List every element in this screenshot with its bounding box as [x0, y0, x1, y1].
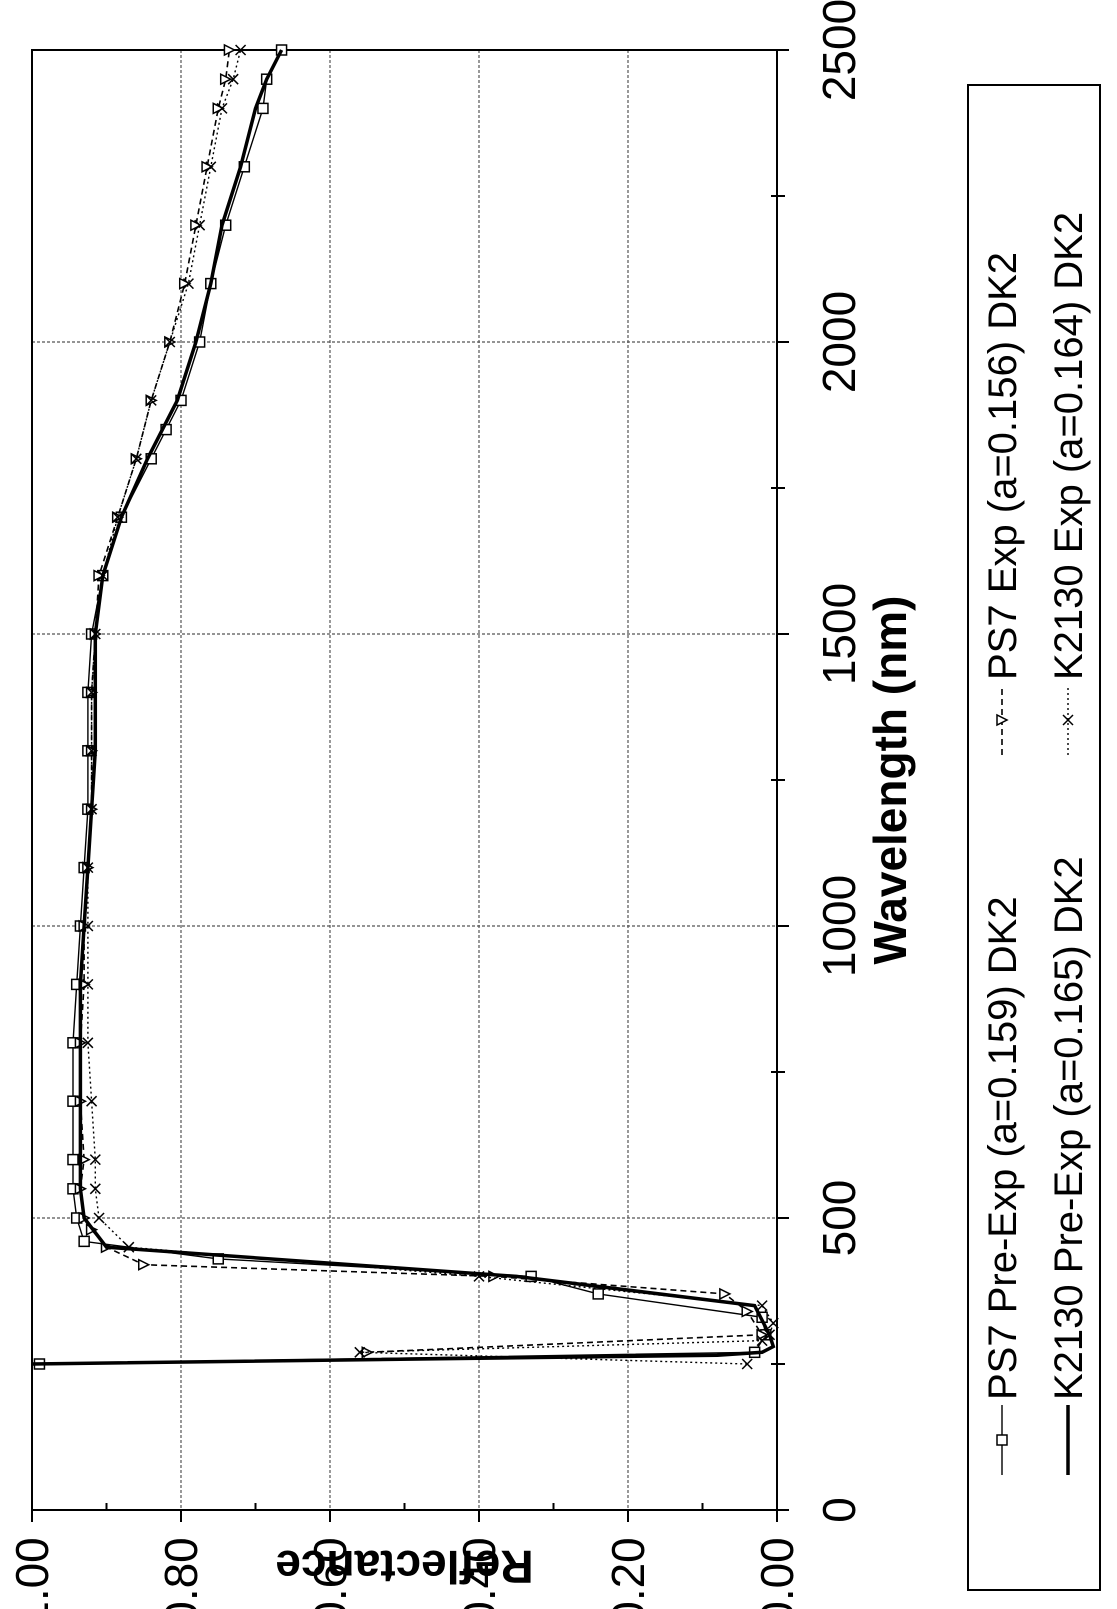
data-point-triangle: [996, 713, 1009, 727]
y-tick-label: 0.00: [751, 1537, 803, 1609]
legend-entry: K2130 Pre-Exp (a=0.165) DK2: [1047, 856, 1091, 1475]
data-point-triangle: [719, 1287, 732, 1301]
data-point-x: [86, 745, 98, 757]
data-point-x: [145, 394, 157, 406]
y-tick-label: 1.00: [6, 1537, 58, 1609]
data-point-x: [86, 803, 98, 815]
y-axis-title: Reflectance: [275, 1541, 533, 1593]
legend-entry: PS7 Exp (a=0.156) DK2: [981, 252, 1025, 755]
legend-entry: K2130 Exp (a=0.164) DK2: [1047, 212, 1091, 755]
data-point-square: [996, 1434, 1008, 1446]
data-point-x: [82, 978, 94, 990]
data-point-square: [78, 1235, 90, 1248]
data-point-triangle: [190, 218, 203, 232]
data-point-triangle: [201, 160, 214, 174]
legend-entry: PS7 Pre-Exp (a=0.159) DK2: [981, 896, 1025, 1475]
data-point-x: [473, 1270, 485, 1282]
data-point-x: [93, 1212, 105, 1224]
data-point-x: [123, 1241, 135, 1253]
data-point-triangle: [138, 1258, 151, 1271]
x-tick-label: 0: [813, 1497, 865, 1523]
series-4: [82, 44, 779, 1370]
data-point-square: [592, 1288, 604, 1300]
legend-label: K2130 Pre-Exp (a=0.165) DK2: [1047, 856, 1091, 1400]
data-point-triangle: [93, 569, 106, 582]
legend-box: [967, 84, 1101, 1591]
data-point-triangle: [219, 72, 233, 86]
x-tick-label: 2000: [813, 291, 865, 393]
data-point-triangle: [741, 1305, 754, 1318]
data-point-x: [235, 44, 247, 56]
data-point-x: [86, 1095, 98, 1107]
data-point-triangle: [212, 102, 225, 115]
data-point-square: [257, 102, 269, 115]
data-point-x: [1062, 714, 1074, 726]
data-point-x: [130, 453, 142, 465]
data-point-x: [767, 1317, 779, 1329]
data-point-x: [216, 102, 228, 114]
data-point-square: [67, 1153, 79, 1166]
series-layer: [31, 43, 779, 1370]
data-point-x: [741, 1358, 753, 1370]
data-point-triangle: [178, 277, 192, 290]
data-point-x: [756, 1300, 768, 1312]
x-tick-label: 500: [813, 1180, 865, 1257]
y-tick-label: 0.80: [155, 1537, 207, 1609]
grid-lines: [32, 50, 777, 1510]
data-point-x: [86, 686, 98, 698]
data-point-x: [205, 161, 217, 173]
y-tick-label: 0.20: [602, 1537, 654, 1609]
data-point-x: [194, 219, 206, 231]
legend: PS7 Pre-Exp (a=0.159) DK2 PS7 Exp (a=0.15…: [967, 84, 1101, 1591]
data-point-x: [354, 1346, 366, 1358]
data-point-x: [97, 570, 109, 582]
x-axis-title: Wavelength (nm): [864, 596, 916, 965]
data-point-x: [182, 278, 194, 290]
data-point-x: [764, 1329, 776, 1341]
axes-layer: 0 500 1000 1500 2000 2500 0.00 0.20 0.40 0.60 0.80…: [6, 0, 916, 1609]
data-point-x: [82, 862, 94, 874]
data-point-triangle: [223, 43, 237, 57]
data-point-x: [82, 1037, 94, 1049]
x-tick-label: 1500: [813, 583, 865, 685]
data-point-x: [227, 73, 239, 85]
data-point-x: [756, 1335, 768, 1347]
data-point-x: [112, 511, 124, 523]
data-point-x: [164, 336, 176, 348]
data-point-x: [89, 1183, 101, 1195]
y-tick-label: 0.40: [453, 1537, 505, 1609]
legend-label: PS7 Exp (a=0.156) DK2: [981, 252, 1025, 680]
legend-label: K2130 Exp (a=0.164) DK2: [1047, 212, 1091, 680]
y-tick-label: 0.60: [304, 1537, 356, 1609]
data-point-x: [89, 628, 101, 640]
legend-label: PS7 Pre-Exp (a=0.159) DK2: [981, 896, 1025, 1400]
x-tick-label: 1000: [813, 875, 865, 977]
x-tick-label: 2500: [813, 0, 865, 101]
data-point-x: [82, 920, 94, 932]
data-point-x: [89, 1154, 101, 1166]
